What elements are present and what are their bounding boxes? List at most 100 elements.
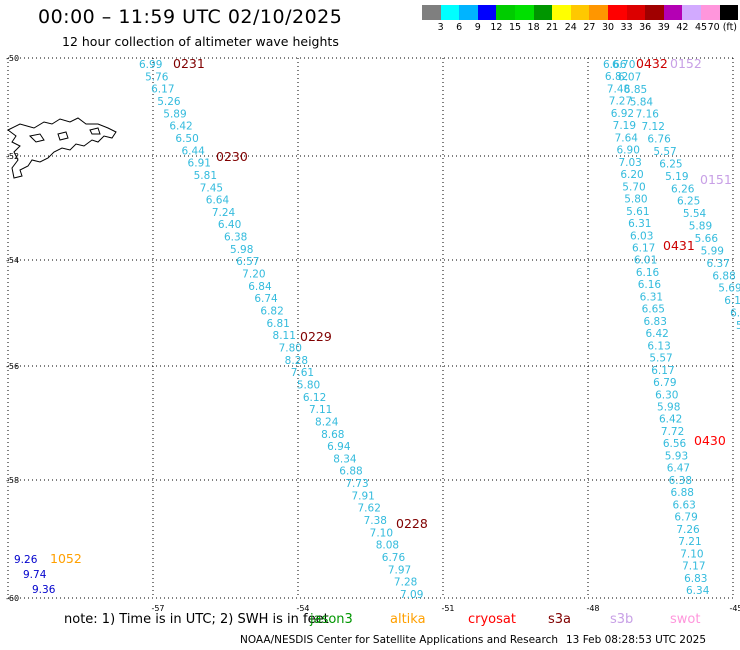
wave-height-value: 8.28 [285,355,308,367]
wave-height-value: 5.61 [626,206,649,218]
scale-swatch [496,5,515,20]
pass-time-label: 0231 [173,56,205,71]
wave-height-value: 7.26 [676,524,700,536]
scale-label: 27 [583,22,596,33]
scale-label: 6 [456,22,463,33]
wave-height-value: 8.34 [333,453,357,465]
wave-height-value: 9.74 [23,569,47,581]
wave-height-value: 6.79 [674,512,697,524]
footer-timestamp: 13 Feb 08:28:53 UTC 2025 [566,634,706,646]
page-subtitle: 12 hour collection of altimeter wave hei… [62,34,339,49]
pass-time-labels: 0231 0230 0229 0228 0432 0431 0430 0151 0152 1052 [50,56,732,566]
wave-height-value: 6.83 [644,316,667,328]
legend-jason3: jason3 [310,612,353,627]
scale-label: 30 [601,22,615,33]
wave-height-value: 6.40 [218,219,241,231]
wave-height-value: 6.26 [671,183,695,195]
wave-height-value: 5.69 [718,283,740,295]
scale-swatch [719,5,739,20]
wave-height-value: 8.68 [321,429,344,441]
wave-height-value: 5.70 [622,181,645,193]
wave-height-value: 6.16 [638,279,662,291]
island-outline [28,127,101,143]
wave-height-value: 5.54 [683,208,707,220]
wave-height-value: 7.80 [279,342,302,354]
falkland-islands-outline [7,117,117,179]
wave-height-value: 7.48 [607,83,630,95]
scale-label: 42 [676,22,689,33]
wave-height-value: 5.57 [649,353,672,365]
scale-label: 9 [474,22,481,33]
wave-height-value: 6.25 [677,196,700,208]
wave-height-value: 5.80 [624,194,647,206]
legend-altika: altika [390,612,426,627]
wave-height-value: 5.76 [145,71,169,83]
wave-height-value: 5.80 [297,379,320,391]
scale-label: 36 [639,22,652,33]
wave-height-value: 7.11 [309,404,332,416]
wave-height-value: 6.47 [667,463,690,475]
pass-time-label: 0430 [694,433,726,448]
wave-height-value: 6.17 [632,242,655,254]
wave-height-value: 6.76 [382,552,406,564]
wave-height-value: 6.01 [634,255,657,267]
page-title: 00:00 – 11:59 UTC 02/10/2025 [38,6,343,28]
wave-height-value: 5.89 [163,108,186,120]
wave-height-value: 6.42 [645,328,668,340]
wave-height-value: 7.72 [661,426,684,438]
legend-s3a: s3a [548,612,572,627]
wave-height-value: 6.38 [669,475,692,487]
altimeter-tracks: 6.995.766.175.265.896.426.506.446.915.81… [14,59,740,601]
pass-time-label: 1052 [50,551,82,566]
latitude-label: -60 [6,594,19,603]
wave-height-value: 9.36 [32,584,56,596]
wave-height-value: 6.70 [612,59,635,71]
scale-label: 3 [437,22,444,33]
scale-swatch [682,5,701,20]
pass-time-label: 0151 [700,172,732,187]
scale-label: 15 [508,22,522,33]
wave-height-value: 5.89 [689,221,712,233]
wave-height-value: 5.66 [695,233,719,245]
wave-height-value: 6.88 [339,466,362,478]
pass-time-label: 0432 [636,56,668,71]
wave-height-value: 6.99 [139,59,162,71]
wave-height-value: 7.21 [678,536,701,548]
wave-height-value: 6.38 [224,232,247,244]
wave-height-value: 5.99 [701,245,724,257]
coastline [7,117,117,179]
wave-height-value: 5.81 [194,170,217,182]
wave-height-value: 5.98 [657,402,680,414]
wave-height-value: 6.42 [169,121,192,133]
latitude-label: -58 [6,476,19,485]
wave-height-value: 6.79 [653,377,676,389]
scale-swatch [645,5,664,20]
wave-height-value: 6.84 [248,281,272,293]
wave-height-value: 5.98 [230,244,253,256]
scale-swatch [440,5,460,20]
pass-time-label: 0229 [300,329,332,344]
wave-height-value: 7.91 [351,490,374,502]
scale-label: 18 [527,22,540,33]
wave-height-value: 5. [736,320,740,332]
wave-height-value: 7.62 [358,503,381,515]
scale-swatch [589,5,608,20]
wave-height-value: 6.74 [254,293,278,305]
wave-height-value: 6.94 [327,441,351,453]
wave-height-value: 7.45 [200,182,223,194]
wave-height-value: 7.03 [618,157,641,169]
wave-height-value: 8.08 [376,540,399,552]
wave-height-value: 6.12 [303,392,326,404]
scale-label: 70 (ft) [707,22,738,33]
wave-height-value: 6.56 [663,438,687,450]
wave-height-value: 6.57 [236,256,259,268]
axis-labels: -50 -52 -54 -56 -58 -60 -57 -54 -51 -48 -45 [6,54,740,613]
wave-height-value: 7.27 [609,96,632,108]
wave-height-value: 6.76 [647,134,671,146]
scale-swatch [608,5,627,20]
legend-cryosat: cryosat [468,612,516,627]
wave-height-value: 6.42 [659,414,682,426]
wave-height-value: 7.38 [364,515,387,527]
wave-height-value: 6.37 [706,258,729,270]
